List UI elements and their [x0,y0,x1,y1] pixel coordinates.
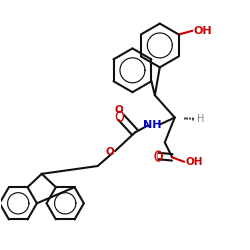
Text: NH: NH [143,120,162,130]
Text: O: O [155,152,162,160]
Text: O: O [105,147,114,157]
Text: OH: OH [194,26,212,36]
Text: H: H [196,114,204,124]
Text: OH: OH [185,157,203,167]
Text: O: O [114,105,123,115]
